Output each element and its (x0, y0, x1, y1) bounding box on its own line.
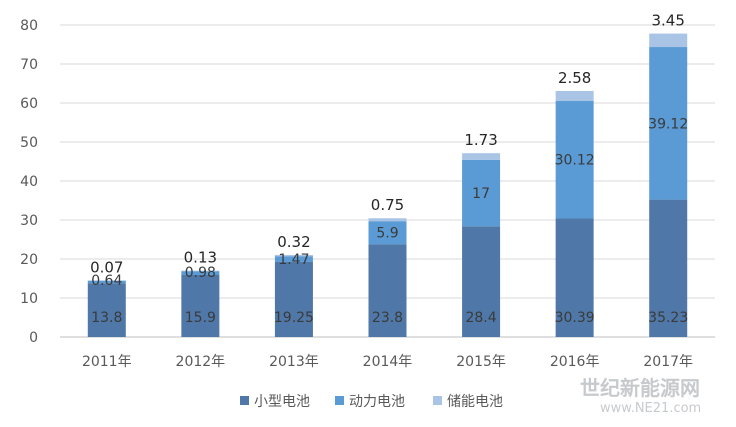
y-tick-label: 30 (20, 213, 38, 229)
y-tick-label: 40 (20, 174, 38, 190)
data-label: 13.8 (91, 310, 122, 326)
y-tick-label: 10 (20, 291, 38, 307)
data-label: 1.73 (464, 131, 497, 149)
bar-segment (462, 226, 501, 337)
bar-segment (555, 218, 594, 337)
bar-segment (368, 221, 407, 245)
data-label: 23.8 (372, 310, 403, 326)
data-label: 15.9 (185, 310, 216, 326)
data-label: 30.39 (555, 310, 595, 326)
data-label: 2.58 (558, 69, 591, 87)
data-label: 0.07 (90, 258, 123, 276)
bar-segment (87, 283, 126, 337)
data-label: 39.12 (648, 116, 688, 132)
bar-segment (462, 159, 501, 227)
bar-segment (368, 218, 407, 222)
data-label: 3.45 (652, 12, 685, 30)
bar-segment (181, 274, 220, 337)
y-tick-label: 50 (20, 135, 38, 151)
bar-segment (555, 90, 594, 102)
data-label: 0.13 (184, 249, 217, 267)
data-label: 1.47 (278, 252, 309, 268)
data-label: 0.75 (371, 196, 404, 214)
legend-label: 储能电池 (447, 394, 503, 410)
data-label: 5.9 (376, 226, 398, 242)
bar-segment (649, 199, 688, 337)
bar-segment (181, 271, 220, 275)
legend-label: 小型电池 (254, 394, 310, 410)
data-label: 28.4 (465, 310, 496, 326)
bar-segment (649, 47, 688, 200)
gridlines (60, 24, 715, 338)
watermark-text: 世纪新能源网 (580, 376, 700, 400)
data-label: 19.25 (274, 310, 314, 326)
y-tick-label: 80 (20, 18, 38, 34)
bar-segment (274, 254, 313, 257)
watermark: 世纪新能源网 www.NE21.com (580, 376, 701, 416)
data-label: 30.12 (555, 153, 595, 169)
bar-segment (649, 33, 688, 48)
data-label: 0.32 (277, 233, 310, 251)
bar-segment (368, 244, 407, 337)
y-tick-label: 60 (20, 96, 38, 112)
bar-segment (274, 261, 313, 337)
data-label: 17 (472, 186, 490, 202)
legend-swatch (240, 396, 249, 405)
x-tick-label: 2014年 (363, 354, 413, 370)
legend: 小型电池 动力电池 储能电池 (240, 394, 503, 410)
bar-segment (181, 270, 220, 272)
legend-swatch (433, 396, 442, 405)
bar-segment (87, 280, 126, 284)
bar-segment (462, 153, 501, 160)
y-axis: 0 10 20 30 40 50 60 70 80 (20, 18, 38, 346)
watermark-subtext: www.NE21.com (600, 401, 701, 416)
x-tick-label: 2016年 (550, 354, 600, 370)
x-tick-label: 2011年 (82, 354, 132, 370)
y-tick-label: 70 (20, 57, 38, 73)
bar-segment (555, 101, 594, 219)
data-label: 35.23 (648, 310, 688, 326)
x-axis: 2011年 2012年 2013年 2014年 2015年 2016年 2017年 (82, 354, 693, 370)
legend-label: 动力电池 (349, 394, 405, 410)
data-label: 0.98 (185, 265, 216, 281)
x-tick-label: 2015年 (456, 354, 506, 370)
x-tick-label: 2012年 (176, 354, 226, 370)
data-labels: 13.8 0.640.07 15.9 0.980.13 19.25 1.470.32 23.… (90, 12, 688, 326)
y-tick-label: 20 (20, 252, 38, 268)
y-tick-label: 0 (29, 330, 38, 346)
bar-segment (274, 256, 313, 262)
data-label: 0.64 (91, 273, 122, 289)
x-tick-label: 2013年 (269, 354, 319, 370)
bars (87, 33, 688, 337)
legend-swatch (335, 396, 344, 405)
x-tick-label: 2017年 (643, 354, 693, 370)
